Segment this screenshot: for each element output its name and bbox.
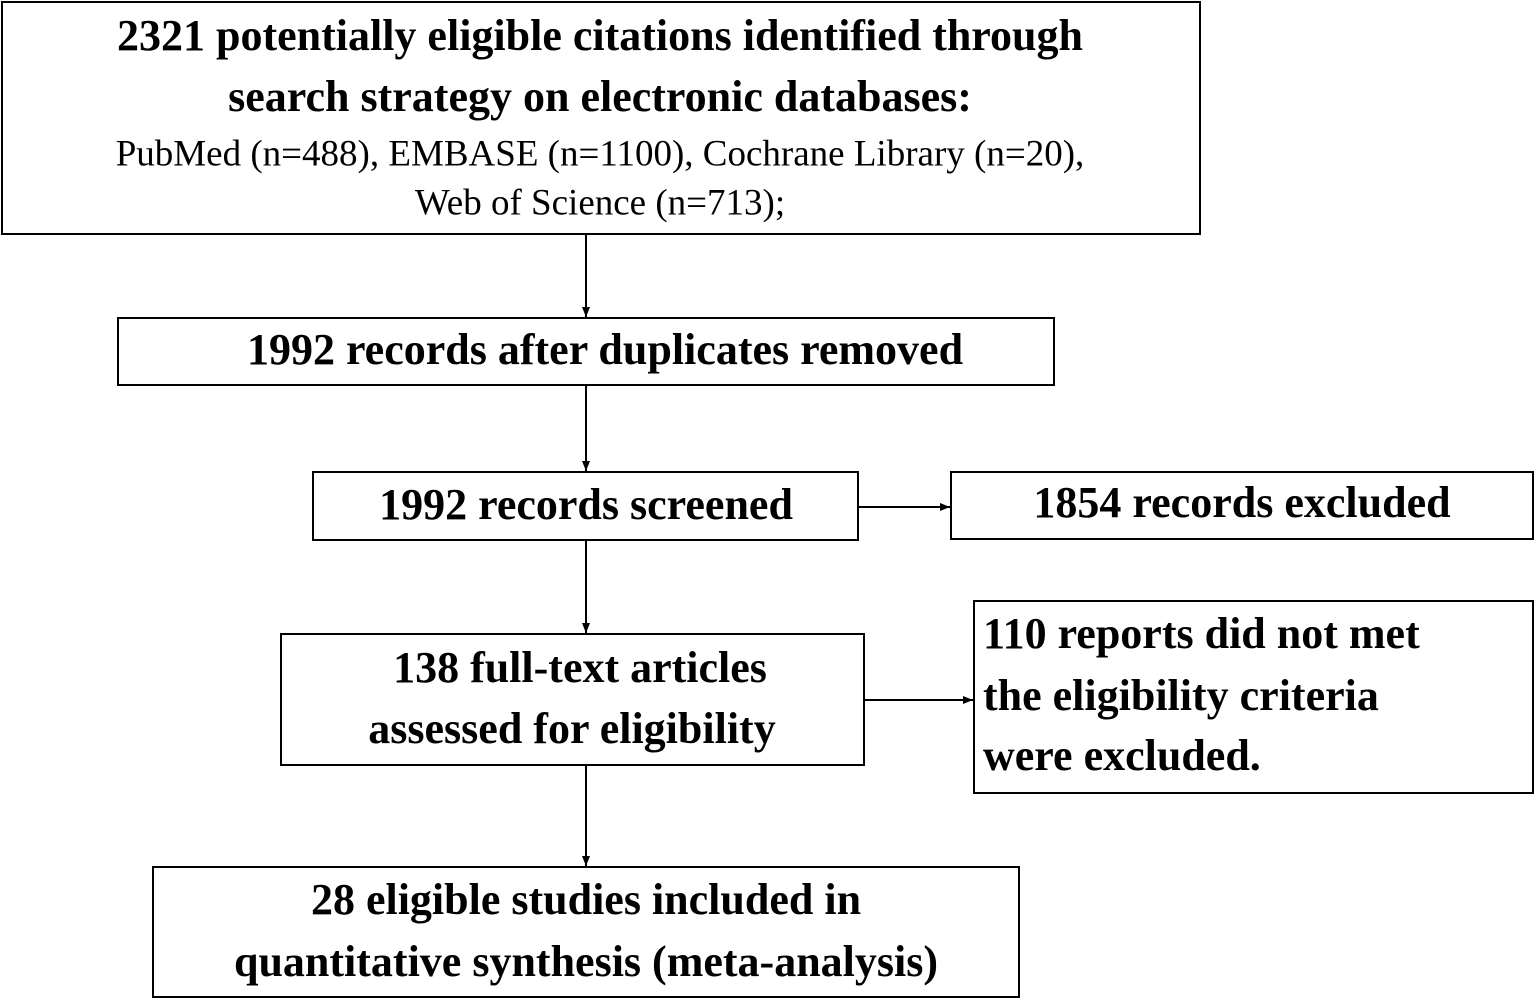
node-line: 1992 records screened <box>379 480 793 529</box>
node-detail: Web of Science (n=713); <box>415 182 785 223</box>
node-line: 110 reports did not met <box>983 609 1420 658</box>
node-line: were excluded. <box>983 731 1261 780</box>
box <box>1 1 1201 235</box>
box <box>312 471 859 541</box>
node-line: search strategy on electronic databases: <box>228 72 972 121</box>
node-line: 28 eligible studies included in <box>311 875 861 924</box>
node-line: assessed for eligibility <box>368 704 775 753</box>
node-line: 138 full-text articles <box>393 643 767 692</box>
box <box>152 866 1020 998</box>
box <box>950 471 1534 540</box>
node-line: the eligibility criteria <box>983 671 1379 720</box>
box <box>280 633 865 766</box>
box <box>973 600 1534 794</box>
node-detail: PubMed (n=488), EMBASE (n=1100), Cochran… <box>116 133 1085 174</box>
box <box>117 317 1055 386</box>
node-line: 1854 records excluded <box>1033 478 1450 527</box>
node-line: quantitative synthesis (meta-analysis) <box>234 937 938 986</box>
node-line: 2321 potentially eligible citations iden… <box>117 11 1083 60</box>
node-line: 1992 records after duplicates removed <box>247 325 963 374</box>
